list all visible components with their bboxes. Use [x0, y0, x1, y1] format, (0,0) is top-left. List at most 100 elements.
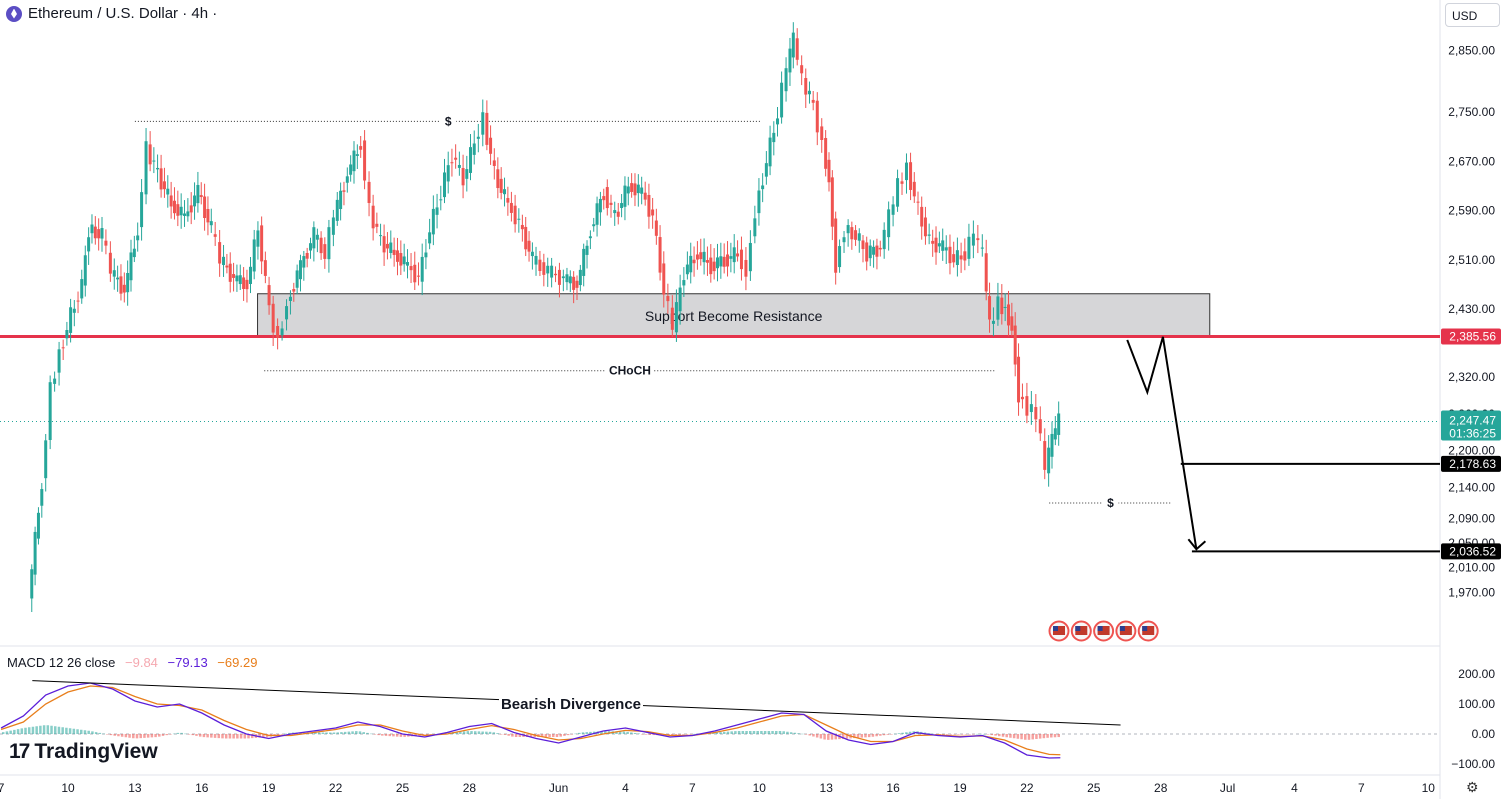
current-price-label: 2,247.47	[1449, 414, 1496, 428]
candle	[633, 183, 637, 196]
macd-tick-label: −100.00	[1451, 757, 1495, 771]
candle	[90, 224, 94, 234]
macd-hist-bar	[329, 732, 332, 734]
candle	[465, 169, 469, 179]
price-tick-label: 2,140.00	[1448, 481, 1495, 495]
candle	[382, 236, 386, 253]
candle	[260, 225, 264, 262]
candle	[791, 32, 795, 58]
candle	[363, 140, 367, 181]
macd-hist-bar	[1012, 734, 1016, 739]
candle	[392, 249, 396, 255]
tradingview-logo[interactable]: 17 TradingView	[9, 740, 158, 764]
candle	[439, 199, 443, 201]
candle	[595, 203, 599, 225]
candle	[69, 307, 73, 333]
macd-hist-bar	[35, 726, 38, 734]
candle	[530, 251, 534, 257]
macd-hist-bar	[507, 734, 510, 736]
flag-stripes	[1119, 626, 1132, 635]
candle	[620, 203, 624, 209]
macd-hist-bar	[13, 729, 16, 734]
candle	[420, 256, 424, 282]
candle	[568, 276, 572, 284]
candle	[509, 202, 513, 213]
candle	[565, 274, 569, 283]
candle	[830, 177, 834, 227]
candle	[689, 255, 693, 273]
candle	[199, 195, 203, 198]
price-label-bg	[1441, 455, 1501, 472]
candle	[878, 247, 882, 250]
macd-legend[interactable]: MACD 12 26 close −9.84 −79.13 −69.29	[7, 655, 257, 670]
macd-hist-bar	[1024, 734, 1027, 740]
candle	[53, 378, 57, 384]
macd-hist-bar	[425, 734, 429, 736]
liquidity-bottom-label: $	[1107, 496, 1114, 510]
macd-hist-bar	[674, 734, 678, 736]
macd-hist-bar	[789, 732, 793, 734]
macd-hist-bar	[236, 734, 239, 739]
macd-hist-bar	[648, 734, 652, 735]
macd-hist-bar	[9, 730, 12, 734]
macd-hist-bar	[715, 732, 719, 734]
candle	[658, 237, 662, 273]
macd-hist-bar	[373, 734, 377, 735]
macd-hist-bar	[975, 733, 979, 735]
macd-hist-bar	[544, 734, 548, 737]
candle	[232, 274, 236, 278]
macd-hist-bar	[867, 734, 871, 738]
macd-hist-bar	[734, 731, 737, 734]
price-tick-label: 2,850.00	[1448, 44, 1495, 58]
candle	[57, 349, 61, 373]
candle	[213, 234, 217, 237]
currency-selector[interactable]: USD	[1445, 3, 1500, 27]
macd-hist-bar	[652, 734, 655, 736]
macd-hist-bar	[325, 732, 328, 734]
macd-hist-bar	[804, 734, 808, 735]
macd-line[interactable]	[0, 682, 1061, 759]
candle	[520, 224, 524, 230]
candle	[104, 240, 108, 246]
candle	[592, 224, 596, 227]
macd-hist-bar	[983, 733, 986, 735]
time-tick-label: 7	[689, 781, 696, 795]
macd-hist-bar	[488, 731, 492, 734]
macd-hist-bar	[763, 731, 767, 734]
symbol-header[interactable]: Ethereum / U.S. Dollar · 4h ·	[6, 5, 217, 22]
macd-hist-bar	[801, 733, 804, 735]
time-tick-label: 22	[329, 781, 343, 795]
candle	[896, 178, 900, 207]
candle	[1013, 325, 1017, 365]
macd-hist-bar	[998, 734, 1001, 737]
macd-hist-bar	[1053, 734, 1057, 738]
macd-hist-bar	[957, 734, 960, 735]
candle	[119, 276, 123, 294]
time-tick-label: 10	[1422, 781, 1436, 795]
candle	[732, 247, 736, 263]
macd-hist-bar	[351, 731, 354, 734]
macd-hist-bar	[161, 734, 165, 736]
candle	[795, 38, 799, 60]
candle	[285, 306, 289, 320]
candle	[228, 263, 232, 282]
candle	[800, 65, 804, 74]
candle	[988, 296, 992, 320]
candle	[489, 137, 493, 154]
candle	[682, 280, 686, 286]
candle	[875, 245, 879, 257]
gear-icon[interactable]: ⚙	[1466, 779, 1479, 795]
candle	[764, 163, 768, 177]
projection-path[interactable]	[1126, 336, 1198, 550]
candle	[1043, 441, 1047, 470]
macd-hist-bar	[626, 731, 629, 734]
candle	[744, 259, 748, 277]
macd-hist-bar	[637, 733, 641, 735]
support-resistance-zone[interactable]	[257, 293, 1211, 338]
macd-hist-bar	[462, 731, 466, 734]
candle	[196, 184, 200, 204]
candle	[666, 296, 670, 302]
candle	[327, 227, 331, 260]
candle	[923, 217, 927, 237]
